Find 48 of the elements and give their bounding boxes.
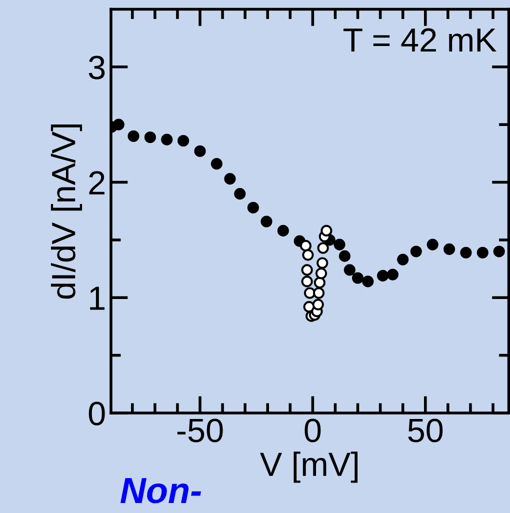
x-tick-label: 50: [408, 418, 443, 442]
x-axis-title: V [mV]: [260, 452, 358, 483]
point: [316, 257, 328, 269]
text: Non-: [120, 478, 202, 504]
point: [178, 134, 190, 147]
y-tick-label: 2: [89, 171, 104, 194]
point: [314, 276, 326, 288]
point: [397, 254, 409, 266]
point: [410, 246, 422, 258]
point: [344, 264, 356, 276]
point: [476, 246, 488, 258]
point: [247, 202, 259, 214]
point: [317, 242, 329, 254]
point: [224, 173, 236, 185]
point: [320, 224, 332, 236]
point: [112, 118, 124, 130]
x-tick-label: 0: [304, 418, 321, 442]
point: [493, 246, 505, 258]
point: [443, 243, 456, 255]
point: [144, 131, 156, 144]
point: [301, 264, 313, 276]
y-tick-label: 0: [88, 402, 105, 426]
point: [312, 298, 324, 310]
point: [312, 287, 325, 299]
point: [234, 188, 246, 200]
point: [386, 268, 398, 280]
point: [338, 250, 350, 262]
point: [194, 145, 206, 157]
point: [362, 276, 374, 288]
point: [334, 238, 346, 250]
point: [377, 270, 389, 282]
point: [460, 246, 472, 258]
x-tick-label: -50: [177, 418, 223, 442]
annotation: T = 42 mK: [343, 28, 496, 52]
point: [315, 268, 328, 280]
y-axis-title: dI/dV [nA/V]: [50, 124, 82, 299]
point: [210, 158, 222, 170]
point: [128, 130, 140, 142]
y-tick-label: 1: [90, 286, 104, 310]
point: [352, 272, 364, 284]
point: [260, 216, 272, 228]
point: [301, 276, 313, 288]
point: [300, 240, 312, 252]
point: [302, 249, 314, 261]
y-tick-label: 3: [88, 56, 105, 80]
point: [277, 224, 289, 236]
point: [161, 134, 173, 146]
point: [426, 238, 438, 250]
